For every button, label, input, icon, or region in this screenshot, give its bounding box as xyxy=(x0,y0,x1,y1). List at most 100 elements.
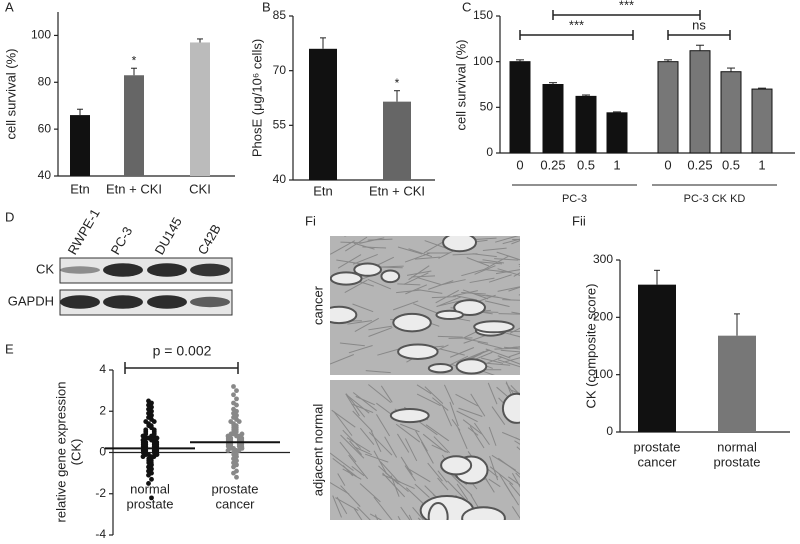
fiber xyxy=(359,237,385,244)
y-tick-label: 80 xyxy=(38,74,52,88)
gland xyxy=(330,305,358,325)
fiber xyxy=(414,483,430,498)
fiber xyxy=(378,465,399,485)
fiber xyxy=(370,430,382,453)
y-tick-label: 40 xyxy=(273,172,287,186)
fiber xyxy=(508,352,520,358)
fiber xyxy=(511,506,520,520)
fiber xyxy=(424,240,447,249)
fiber xyxy=(384,436,398,458)
fiber xyxy=(379,461,400,483)
band xyxy=(147,263,187,277)
fiber xyxy=(485,348,511,359)
fiber xyxy=(359,427,375,445)
fiber xyxy=(498,313,520,315)
fiber xyxy=(519,265,520,268)
x-tick-label: 0.5 xyxy=(577,157,595,172)
fiber xyxy=(332,495,342,518)
fiber xyxy=(368,327,393,337)
data-point xyxy=(146,472,151,478)
image-label: adjacent normal xyxy=(310,404,325,497)
x-tick-label: prostate xyxy=(634,439,681,454)
fiber xyxy=(416,384,432,395)
fiber xyxy=(488,426,497,446)
fiber xyxy=(484,300,510,308)
fiber xyxy=(359,483,381,503)
fiber xyxy=(396,480,415,490)
bar xyxy=(606,112,628,154)
fiber xyxy=(483,370,495,375)
y-axis-label: cell survival (%) xyxy=(453,39,468,130)
gland xyxy=(453,299,486,317)
fiber xyxy=(330,482,350,495)
fiber xyxy=(477,261,503,265)
fiber xyxy=(368,325,392,331)
bar xyxy=(383,101,411,180)
fiber xyxy=(393,300,419,311)
fiber xyxy=(427,462,443,482)
fiber xyxy=(330,354,354,365)
fiber xyxy=(354,317,380,333)
significance-marker: * xyxy=(395,76,400,90)
fiber xyxy=(377,266,403,269)
significance-label: *** xyxy=(569,17,584,32)
y-axis-label: PhosE (μg/10⁶ cells) xyxy=(249,39,264,157)
y-tick-label: 100 xyxy=(473,54,493,68)
fiber xyxy=(345,393,366,418)
fiber xyxy=(400,423,420,433)
p-value: p = 0.002 xyxy=(153,343,212,359)
x-tick-label: Etn xyxy=(313,183,333,198)
y-tick-label: 100 xyxy=(31,28,51,42)
fiber xyxy=(456,483,469,501)
fiber xyxy=(348,345,373,354)
band xyxy=(60,266,100,274)
x-tick-label: 1 xyxy=(613,157,620,172)
fiber xyxy=(431,444,449,453)
fiber xyxy=(503,357,520,363)
x-tick-label: 0.5 xyxy=(722,157,740,172)
fiber xyxy=(408,514,413,520)
fiber xyxy=(494,347,518,350)
fiber xyxy=(337,254,362,269)
y-axis-label: (CK) xyxy=(68,439,83,466)
fiber xyxy=(484,255,509,270)
fiber xyxy=(482,247,507,252)
fiber xyxy=(342,468,362,480)
fiber xyxy=(449,401,459,427)
y-tick-label: 60 xyxy=(38,121,52,135)
gland xyxy=(427,502,449,520)
fiber xyxy=(369,513,383,520)
fiber xyxy=(463,334,488,344)
gland xyxy=(442,236,478,253)
fiber xyxy=(346,394,360,417)
fiber xyxy=(340,485,361,507)
fiber xyxy=(365,370,391,374)
fiber xyxy=(439,348,465,356)
row-label: GAPDH xyxy=(8,293,54,308)
fiber xyxy=(469,277,495,284)
fiber xyxy=(477,341,503,349)
fiber xyxy=(382,472,406,498)
data-point xyxy=(234,388,239,394)
fiber xyxy=(336,496,348,515)
fiber xyxy=(464,338,489,344)
fiber xyxy=(449,347,475,358)
y-tick-label: 100 xyxy=(593,367,613,381)
fiber xyxy=(367,238,393,241)
fiber xyxy=(347,320,372,325)
x-tick-label: CKI xyxy=(189,181,211,196)
data-point xyxy=(236,419,242,424)
fiber xyxy=(518,263,520,266)
gland xyxy=(440,455,473,476)
significance-label: ns xyxy=(692,17,706,32)
fiber xyxy=(397,433,410,453)
fiber xyxy=(486,362,511,366)
panel-label: D xyxy=(5,209,14,224)
fiber xyxy=(331,409,356,428)
fiber xyxy=(408,265,430,281)
gland xyxy=(330,271,363,286)
fiber xyxy=(507,476,520,486)
fiber xyxy=(353,508,363,520)
band xyxy=(103,295,143,309)
fiber xyxy=(422,433,446,453)
